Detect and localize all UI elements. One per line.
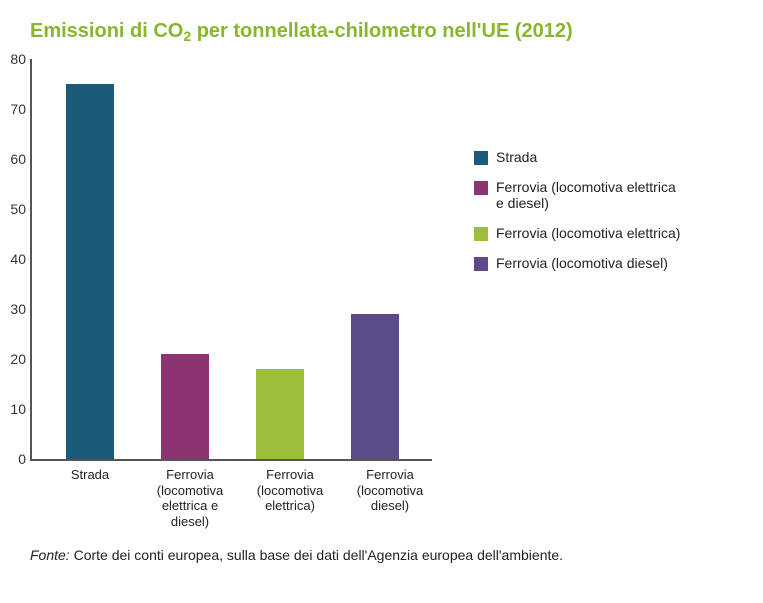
legend-label: Ferrovia (locomotiva elettrica) [496, 225, 680, 241]
source-text: Corte dei conti europea, sulla base dei … [74, 547, 563, 563]
y-tick: 60 [10, 151, 32, 167]
source-label: Fonte: [30, 547, 70, 563]
y-tick: 20 [10, 351, 32, 367]
legend-item: Ferrovia (locomotiva elettrica e diesel) [474, 179, 684, 211]
legend-item: Ferrovia (locomotiva elettrica) [474, 225, 684, 241]
y-tick: 40 [10, 251, 32, 267]
bar [256, 369, 304, 459]
bar [161, 354, 209, 459]
x-axis-labels: StradaFerrovia (locomotiva elettrica e d… [30, 461, 450, 529]
legend-label: Ferrovia (locomotiva diesel) [496, 255, 668, 271]
bar [351, 314, 399, 459]
legend-label: Strada [496, 149, 537, 165]
legend-swatch [474, 227, 488, 241]
chart-title: Emissioni di CO2 per tonnellata-chilomet… [30, 20, 743, 43]
legend-swatch [474, 181, 488, 195]
bar [66, 84, 114, 459]
chart-container: 01020304050607080 StradaFerrovia (locomo… [20, 59, 743, 529]
x-label: Ferrovia (locomotiva elettrica) [247, 467, 333, 529]
x-label: Strada [47, 467, 133, 529]
y-tick: 70 [10, 101, 32, 117]
legend-item: Strada [474, 149, 684, 165]
y-tick: 50 [10, 201, 32, 217]
legend-swatch [474, 151, 488, 165]
legend: Strada Ferrovia (locomotiva elettrica e d… [474, 149, 684, 285]
legend-label: Ferrovia (locomotiva elettrica e diesel) [496, 179, 684, 211]
y-tick: 0 [18, 451, 32, 467]
plot: 01020304050607080 StradaFerrovia (locomo… [30, 59, 450, 529]
bars-container [32, 59, 432, 459]
legend-item: Ferrovia (locomotiva diesel) [474, 255, 684, 271]
source-line: Fonte: Corte dei conti europea, sulla ba… [30, 547, 743, 563]
y-tick: 30 [10, 301, 32, 317]
y-tick: 10 [10, 401, 32, 417]
x-label: Ferrovia (locomotiva elettrica e diesel) [147, 467, 233, 529]
x-label: Ferrovia (locomotiva diesel) [347, 467, 433, 529]
y-tick: 80 [10, 51, 32, 67]
plot-area: 01020304050607080 [30, 59, 432, 461]
legend-swatch [474, 257, 488, 271]
